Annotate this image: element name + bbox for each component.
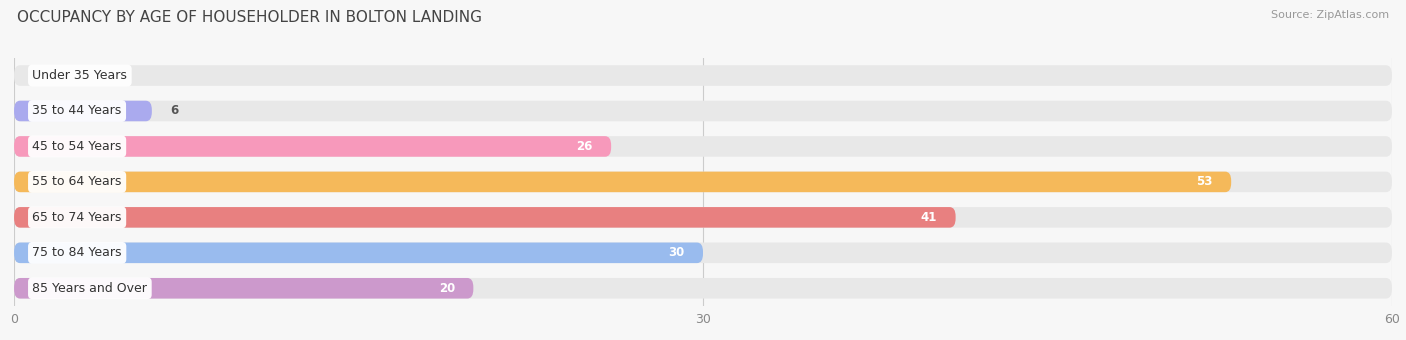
- Text: 35 to 44 Years: 35 to 44 Years: [32, 104, 122, 118]
- Text: 85 Years and Over: 85 Years and Over: [32, 282, 148, 295]
- Text: OCCUPANCY BY AGE OF HOUSEHOLDER IN BOLTON LANDING: OCCUPANCY BY AGE OF HOUSEHOLDER IN BOLTO…: [17, 10, 482, 25]
- FancyBboxPatch shape: [14, 278, 474, 299]
- FancyBboxPatch shape: [14, 65, 1392, 86]
- FancyBboxPatch shape: [14, 101, 152, 121]
- Text: 6: 6: [170, 104, 179, 118]
- FancyBboxPatch shape: [14, 242, 1392, 263]
- FancyBboxPatch shape: [14, 172, 1232, 192]
- Text: 55 to 64 Years: 55 to 64 Years: [32, 175, 122, 188]
- Text: Under 35 Years: Under 35 Years: [32, 69, 128, 82]
- FancyBboxPatch shape: [14, 172, 1392, 192]
- Text: 41: 41: [921, 211, 938, 224]
- Text: 53: 53: [1197, 175, 1213, 188]
- FancyBboxPatch shape: [14, 136, 612, 157]
- Text: Source: ZipAtlas.com: Source: ZipAtlas.com: [1271, 10, 1389, 20]
- FancyBboxPatch shape: [14, 242, 703, 263]
- FancyBboxPatch shape: [14, 207, 1392, 228]
- FancyBboxPatch shape: [14, 278, 1392, 299]
- FancyBboxPatch shape: [14, 207, 956, 228]
- Text: 65 to 74 Years: 65 to 74 Years: [32, 211, 122, 224]
- Text: 20: 20: [439, 282, 456, 295]
- Text: 0: 0: [32, 69, 41, 82]
- Text: 30: 30: [668, 246, 685, 259]
- Text: 75 to 84 Years: 75 to 84 Years: [32, 246, 122, 259]
- FancyBboxPatch shape: [14, 101, 1392, 121]
- Text: 26: 26: [576, 140, 593, 153]
- FancyBboxPatch shape: [14, 136, 1392, 157]
- Text: 45 to 54 Years: 45 to 54 Years: [32, 140, 122, 153]
